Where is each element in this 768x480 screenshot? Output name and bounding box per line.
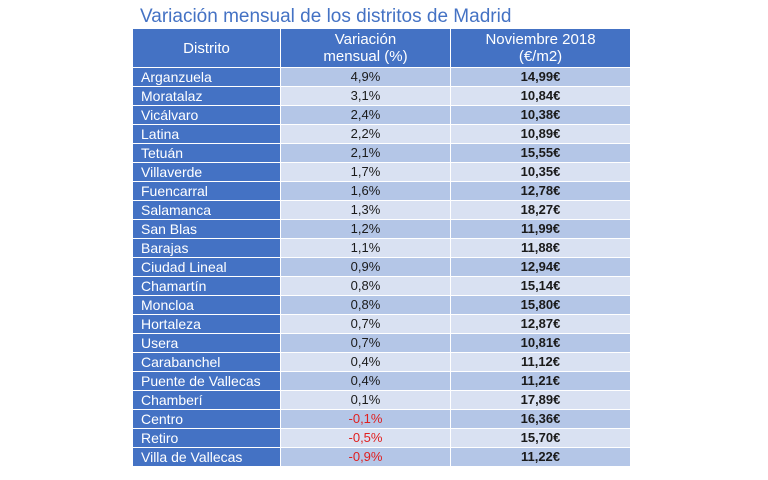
variation-cell: 1,6% [280,181,451,201]
header-variation-line1: Variación [334,31,397,48]
price-cell: 15,55€ [450,143,631,163]
header-price: Noviembre 2018 (€/m2) [450,28,631,68]
variation-cell: 1,3% [280,200,451,220]
district-cell: Latina [132,124,281,144]
price-cell: 11,88€ [450,238,631,258]
header-variation-line2: mensual (%) [323,48,408,65]
table-row: Chamartín 0,8% 15,14€ [132,276,631,296]
price-cell: 10,84€ [450,86,631,106]
table-row: Barajas 1,1% 11,88€ [132,238,631,258]
table-row: Villa de Vallecas -0,9% 11,22€ [132,447,631,467]
district-cell: Barajas [132,238,281,258]
table-row: Centro -0,1% 16,36€ [132,409,631,429]
district-cell: Chamartín [132,276,281,296]
table-row: Latina 2,2% 10,89€ [132,124,631,144]
district-cell: San Blas [132,219,281,239]
price-cell: 18,27€ [450,200,631,220]
price-cell: 10,89€ [450,124,631,144]
table-row: Tetuán 2,1% 15,55€ [132,143,631,163]
variation-cell: 1,1% [280,238,451,258]
table-row: Vicálvaro 2,4% 10,38€ [132,105,631,125]
districts-table: Distrito Variación mensual (%) Noviembre… [132,28,631,467]
variation-cell: 4,9% [280,67,451,87]
header-price-line1: Noviembre 2018 [485,31,596,48]
price-cell: 10,35€ [450,162,631,182]
variation-cell: 0,8% [280,276,451,296]
district-cell: Villaverde [132,162,281,182]
district-cell: Fuencarral [132,181,281,201]
price-cell: 11,12€ [450,352,631,372]
variation-cell: 2,4% [280,105,451,125]
district-cell: Villa de Vallecas [132,447,281,467]
table-row: Villaverde 1,7% 10,35€ [132,162,631,182]
variation-cell: 0,4% [280,371,451,391]
table-row: Moratalaz 3,1% 10,84€ [132,86,631,106]
price-cell: 17,89€ [450,390,631,410]
table-row: Arganzuela 4,9% 14,99€ [132,67,631,87]
district-cell: Moratalaz [132,86,281,106]
district-cell: Moncloa [132,295,281,315]
table-row: Chamberí 0,1% 17,89€ [132,390,631,410]
price-cell: 15,14€ [450,276,631,296]
variation-cell: 2,1% [280,143,451,163]
header-price-line2: (€/m2) [518,48,563,65]
district-cell: Chamberí [132,390,281,410]
price-cell: 10,81€ [450,333,631,353]
district-cell: Tetuán [132,143,281,163]
district-cell: Ciudad Lineal [132,257,281,277]
table-row: Fuencarral 1,6% 12,78€ [132,181,631,201]
header-variation: Variación mensual (%) [280,28,451,68]
price-cell: 12,78€ [450,181,631,201]
table-row: Ciudad Lineal 0,9% 12,94€ [132,257,631,277]
variation-cell: 3,1% [280,86,451,106]
table-row: Hortaleza 0,7% 12,87€ [132,314,631,334]
variation-cell: -0,1% [280,409,451,429]
header-district: Distrito [132,28,281,68]
variation-cell: -0,9% [280,447,451,467]
variation-cell: -0,5% [280,428,451,448]
variation-cell: 2,2% [280,124,451,144]
table-header-row: Distrito Variación mensual (%) Noviembre… [132,28,631,68]
price-cell: 15,70€ [450,428,631,448]
table-row: San Blas 1,2% 11,99€ [132,219,631,239]
price-cell: 12,94€ [450,257,631,277]
variation-cell: 0,9% [280,257,451,277]
table-row: Moncloa 0,8% 15,80€ [132,295,631,315]
district-cell: Hortaleza [132,314,281,334]
variation-cell: 0,8% [280,295,451,315]
district-cell: Usera [132,333,281,353]
variation-cell: 0,7% [280,333,451,353]
district-cell: Vicálvaro [132,105,281,125]
variation-cell: 0,4% [280,352,451,372]
district-cell: Retiro [132,428,281,448]
price-cell: 11,22€ [450,447,631,467]
price-cell: 11,99€ [450,219,631,239]
district-cell: Salamanca [132,200,281,220]
price-cell: 10,38€ [450,105,631,125]
district-cell: Centro [132,409,281,429]
price-cell: 16,36€ [450,409,631,429]
price-cell: 15,80€ [450,295,631,315]
variation-cell: 0,7% [280,314,451,334]
table-row: Retiro -0,5% 15,70€ [132,428,631,448]
table-body: Arganzuela 4,9% 14,99€ Moratalaz 3,1% 10,84€ V… [132,67,631,467]
variation-cell: 1,2% [280,219,451,239]
header-district-label: Distrito [183,39,230,57]
table-row: Salamanca 1,3% 18,27€ [132,200,631,220]
variation-cell: 1,7% [280,162,451,182]
table-title: Variación mensual de los distritos de Ma… [140,6,512,27]
table-row: Carabanchel 0,4% 11,12€ [132,352,631,372]
table-row: Puente de Vallecas 0,4% 11,21€ [132,371,631,391]
district-cell: Puente de Vallecas [132,371,281,391]
variation-cell: 0,1% [280,390,451,410]
table-row: Usera 0,7% 10,81€ [132,333,631,353]
district-cell: Carabanchel [132,352,281,372]
price-cell: 14,99€ [450,67,631,87]
district-cell: Arganzuela [132,67,281,87]
price-cell: 11,21€ [450,371,631,391]
price-cell: 12,87€ [450,314,631,334]
